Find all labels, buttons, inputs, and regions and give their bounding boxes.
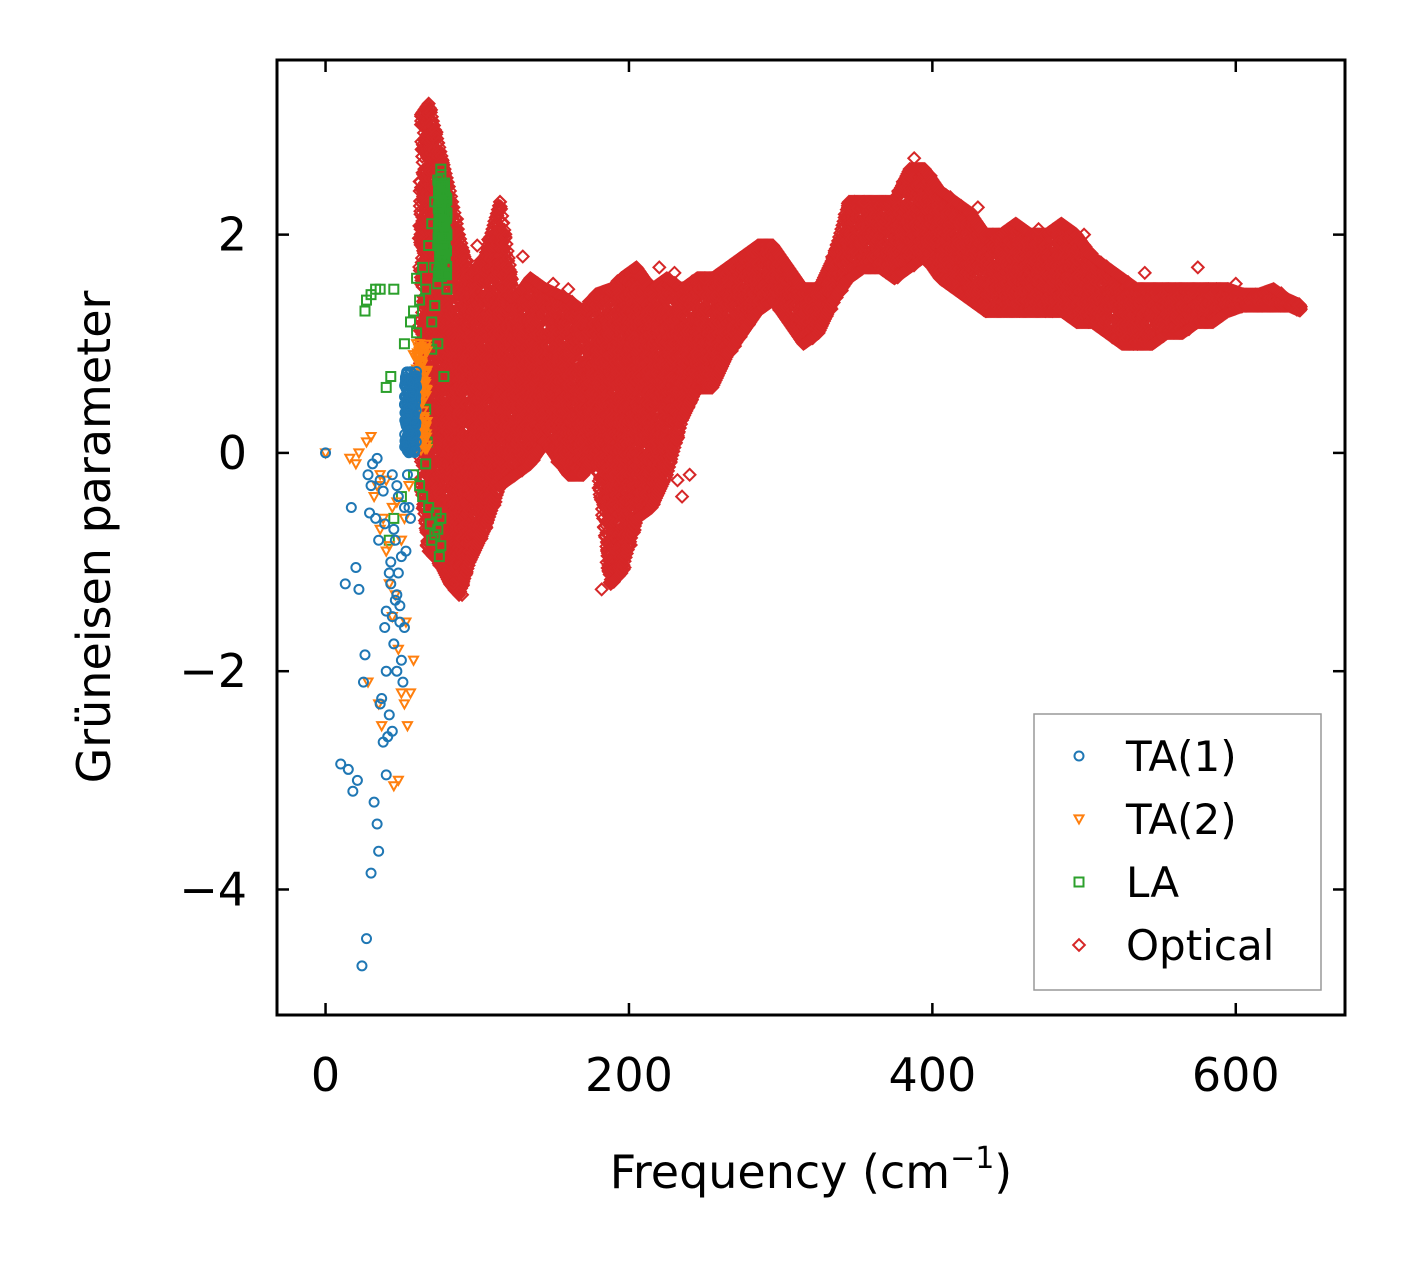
series-optical (411, 96, 1309, 603)
series-layer (319, 96, 1309, 972)
data-point-optical (449, 216, 465, 231)
plot-area (319, 96, 1309, 972)
